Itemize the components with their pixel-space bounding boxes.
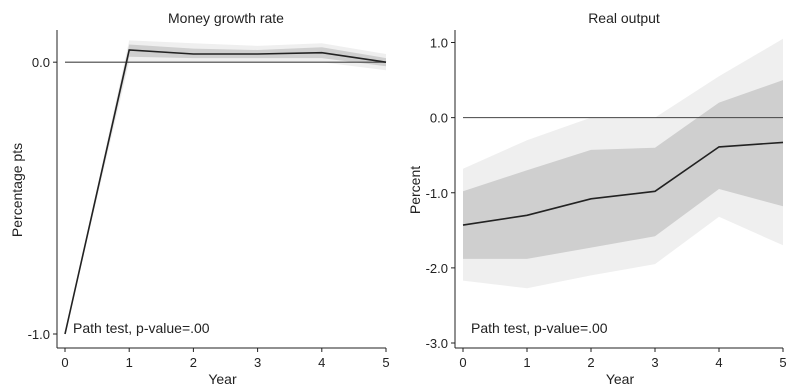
panel-real-output: 1.0 0.0 -1.0 -2.0 -3.0 0 1 2 3 4 5 Real output Year P… [407,10,787,387]
x-tick-label: 2 [190,355,197,370]
chart-title: Real output [588,10,660,26]
series-line [64,49,387,335]
y-tick-label: -1.0 [28,327,50,342]
x-tick-label: 3 [254,355,261,370]
x-tick-label: 3 [651,355,658,370]
x-tick-label: 4 [715,355,722,370]
x-tick-label: 0 [459,355,466,370]
x-tick-label: 5 [779,355,786,370]
confidence-band-1 [65,44,386,334]
y-tick-label: -1.0 [426,186,448,201]
x-tick-label: 1 [126,355,133,370]
x-axis-label: Year [208,371,237,387]
y-tick-label: 0.0 [430,111,448,126]
y-tick-label: -3.0 [426,336,448,351]
x-tick-label: 5 [382,355,389,370]
x-tick-label: 4 [318,355,325,370]
x-tick-label: 1 [523,355,530,370]
x-tick-label: 0 [61,355,68,370]
confidence-band-0 [65,40,386,335]
series-line [462,141,784,226]
y-tick-label: 0.0 [32,55,50,70]
x-tick-label: 2 [587,355,594,370]
chart-title: Money growth rate [168,10,284,26]
path-test-annotation: Path test, p-value=.00 [471,320,608,336]
y-tick-label: 1.0 [430,36,448,51]
y-axis-label: Percent [407,166,423,214]
confidence-band-1 [463,80,783,259]
x-axis-label: Year [606,371,635,387]
path-test-annotation: Path test, p-value=.00 [73,320,210,336]
y-tick-label: -2.0 [426,261,448,276]
panel-money-growth: 0.0 -1.0 0 1 2 3 4 5 Money growth rate Year Percen… [9,10,390,387]
y-axis-label: Percentage pts [9,143,25,237]
